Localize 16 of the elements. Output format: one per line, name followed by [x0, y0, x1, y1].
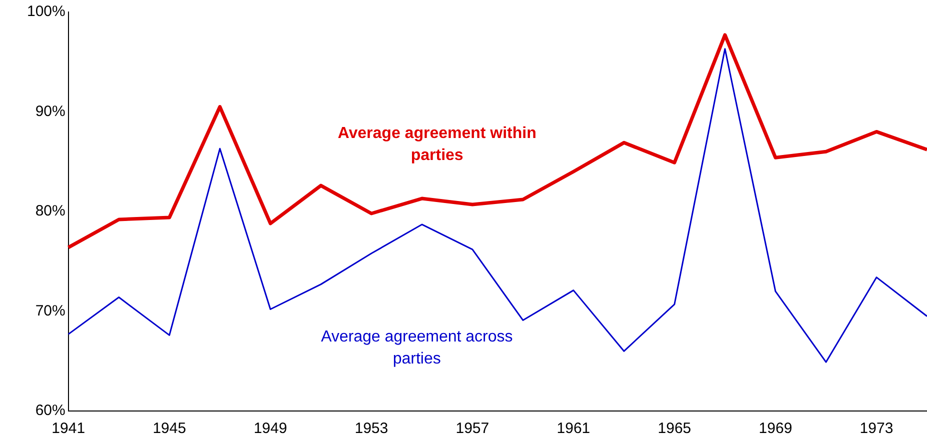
x-tick-label: 1941: [52, 420, 86, 438]
series-label: Average agreement across parties: [320, 328, 513, 368]
x-tick-label: 1945: [152, 420, 186, 438]
y-tick-label: 60%: [35, 402, 66, 420]
y-tick-label: 70%: [35, 302, 66, 320]
x-tick-label: 1961: [556, 420, 590, 438]
series-label: Average agreement within parties: [338, 125, 536, 164]
x-tick-label: 1953: [354, 420, 388, 438]
x-tick-label: 1957: [456, 420, 490, 438]
y-tick-label: 100%: [26, 3, 66, 20]
x-tick-label: 1973: [860, 420, 894, 438]
y-tick-label: 80%: [35, 202, 66, 220]
x-tick-label: 1949: [254, 420, 288, 438]
x-tick-label: 1965: [658, 420, 692, 438]
x-tick-label: 1969: [758, 420, 792, 438]
y-tick-label: 90%: [35, 102, 66, 120]
